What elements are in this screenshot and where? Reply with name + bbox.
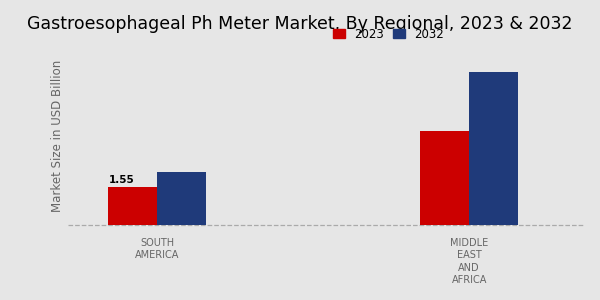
Bar [108,187,157,225]
Text: Gastroesophageal Ph Meter Market, By Regional, 2023 & 2032: Gastroesophageal Ph Meter Market, By Reg… [27,15,572,33]
Bar [469,72,518,225]
Bar [157,172,206,225]
Y-axis label: Market Size in USD Billion: Market Size in USD Billion [51,60,64,212]
Text: 1.55: 1.55 [109,175,135,185]
Bar [420,131,469,225]
Legend: 2023, 2032: 2023, 2032 [328,23,449,45]
